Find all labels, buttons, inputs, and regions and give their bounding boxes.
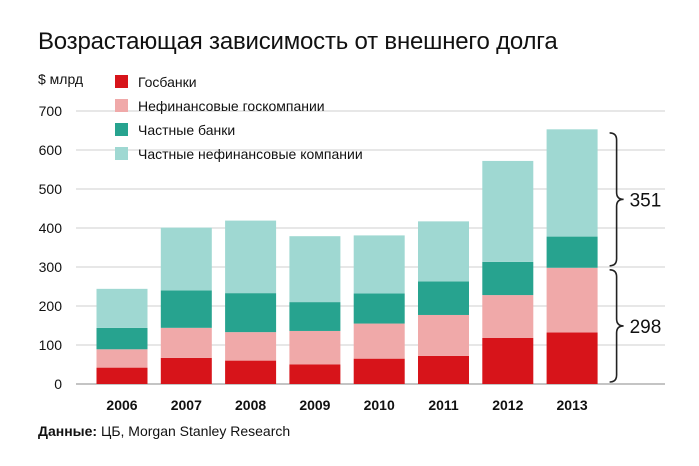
bar-2008-series-0 — [225, 360, 277, 384]
y-tick-label-700: 700 — [39, 103, 63, 119]
brace-1 — [609, 268, 624, 383]
bar-2013-series-0 — [546, 332, 598, 384]
bar-2007-series-2 — [160, 290, 212, 328]
source-text: ЦБ, Morgan Stanley Research — [100, 423, 291, 439]
bar-2007-series-3 — [160, 227, 212, 291]
x-tick-label-2009: 2009 — [299, 397, 330, 413]
bar-2006-series-3 — [96, 288, 148, 328]
bar-2010-series-1 — [353, 323, 405, 359]
bar-2006-series-1 — [96, 349, 148, 368]
y-tick-label-0: 0 — [54, 376, 62, 392]
x-tick-label-2011: 2011 — [428, 397, 459, 413]
bar-2007-series-1 — [160, 327, 212, 358]
x-tick-label-2013: 2013 — [557, 397, 588, 413]
y-tick-label-100: 100 — [39, 337, 63, 353]
x-tick-label-2012: 2012 — [492, 397, 523, 413]
bar-2008-series-1 — [225, 332, 277, 361]
bar-2010-series-0 — [353, 358, 405, 384]
source-label: Данные: — [38, 423, 98, 439]
bar-2006-series-0 — [96, 367, 148, 384]
bar-2009-series-1 — [289, 330, 341, 365]
bar-2010-series-2 — [353, 293, 405, 324]
bar-2011-series-3 — [418, 221, 469, 282]
bar-2009-series-0 — [289, 364, 341, 384]
y-tick-label-300: 300 — [39, 259, 63, 275]
legend-swatch-3 — [115, 147, 128, 160]
y-axis-label: $ млрд — [38, 71, 83, 87]
y-tick-label-200: 200 — [39, 298, 63, 314]
brace-label-1: 298 — [630, 317, 662, 338]
bar-2013-series-1 — [546, 267, 598, 333]
x-tick-label-2006: 2006 — [106, 397, 137, 413]
bar-2010-series-3 — [353, 235, 405, 294]
x-tick-label-2007: 2007 — [171, 397, 202, 413]
bar-2013-series-2 — [546, 236, 598, 268]
bar-2011-series-1 — [418, 314, 469, 356]
legend-label-0: Госбанки — [138, 74, 197, 90]
bar-2008-series-3 — [225, 220, 277, 294]
bar-2012-series-1 — [482, 295, 534, 338]
brace-0 — [609, 132, 624, 267]
bar-2008-series-2 — [225, 293, 277, 333]
bar-2011-series-2 — [418, 281, 469, 315]
bar-2012-series-2 — [482, 261, 534, 296]
x-tick-label-2010: 2010 — [364, 397, 395, 413]
bar-2006-series-2 — [96, 327, 148, 350]
bar-2009-series-3 — [289, 236, 341, 303]
bar-2012-series-0 — [482, 337, 534, 384]
legend-label-2: Частные банки — [138, 122, 235, 138]
chart-title: Возрастающая зависимость от внешнего дол… — [38, 28, 558, 55]
source-note: Данные: ЦБ, Morgan Stanley Research — [38, 423, 290, 439]
legend-swatch-1 — [115, 99, 128, 112]
bar-2007-series-0 — [160, 357, 212, 384]
legend-label-1: Нефинансовые госкомпании — [138, 98, 325, 114]
bar-2011-series-0 — [418, 355, 469, 384]
brace-label-0: 351 — [630, 190, 662, 211]
x-tick-label-2008: 2008 — [235, 397, 266, 413]
bar-2013-series-3 — [546, 129, 598, 237]
y-tick-label-600: 600 — [39, 142, 63, 158]
legend-label-3: Частные нефинансовые компании — [138, 146, 363, 162]
y-tick-label-500: 500 — [39, 181, 63, 197]
bar-2009-series-2 — [289, 302, 341, 331]
legend-swatch-2 — [115, 123, 128, 136]
legend-swatch-0 — [115, 75, 128, 88]
bar-2012-series-3 — [482, 160, 534, 262]
y-tick-label-400: 400 — [39, 220, 63, 236]
